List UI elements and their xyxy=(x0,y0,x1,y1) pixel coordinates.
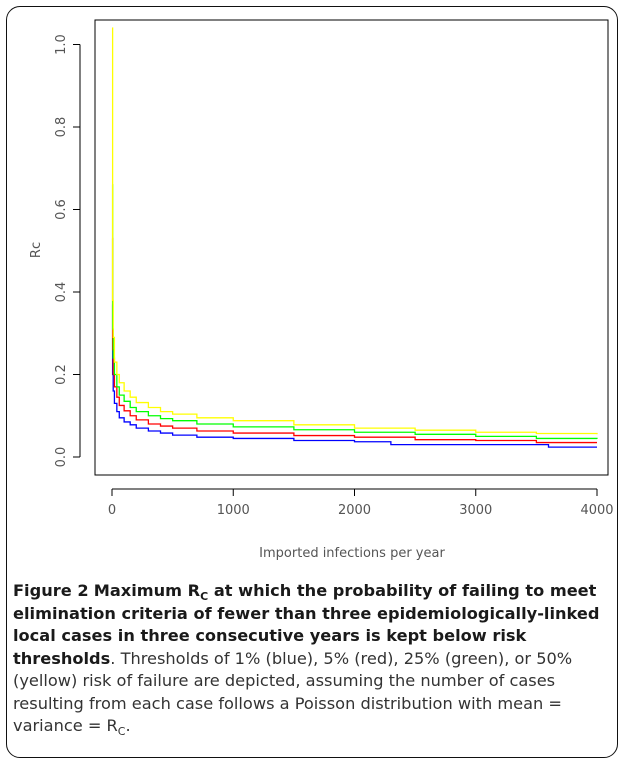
series-line-4 xyxy=(111,27,598,435)
figure-body-lead: . Thresholds of 1% (blue), 5% (red), 25%… xyxy=(13,648,573,736)
x-tick-label: 2000 xyxy=(338,503,371,518)
series-line-2 xyxy=(111,237,597,444)
x-tick-label: 1000 xyxy=(217,503,250,518)
x-axis-label: Imported infections per year xyxy=(259,546,445,561)
figure-caption: Figure 2 Maximum RC at which the probabi… xyxy=(13,580,611,738)
x-tick-label: 4000 xyxy=(580,503,613,518)
y-tick-label: 0.6 xyxy=(54,199,69,220)
figure-title: Maximum RC at which the probability of f… xyxy=(13,581,599,668)
figure-title-lead: Maximum R xyxy=(93,581,201,600)
figure-title-subscript: C xyxy=(200,590,209,604)
figure-label: Figure 2 xyxy=(13,581,89,600)
y-tick-label: 0.8 xyxy=(54,117,69,138)
line-chart: 0 1000 2000 3000 4000 0.0 0.2 0.4 0.6 0.8 1.0 Impo… xyxy=(29,19,614,561)
y-tick-label: 0.0 xyxy=(54,447,69,468)
plot-area-border xyxy=(94,19,609,476)
y-axis-label: Rc xyxy=(29,242,44,258)
y-tick-label: 0.4 xyxy=(54,282,69,303)
x-tick-label: 0 xyxy=(108,503,116,518)
figure-title-rest: at which the probability of failing to m… xyxy=(13,581,600,668)
figure-body-subscript: C xyxy=(117,725,126,739)
figure-body: . Thresholds of 1% (blue), 5% (red), 25%… xyxy=(13,648,573,739)
x-tick-label: 3000 xyxy=(459,503,492,518)
y-tick-label: 1.0 xyxy=(54,34,69,55)
series-line-3 xyxy=(111,184,598,440)
figure-body-end: . xyxy=(125,716,131,735)
figure-frame xyxy=(6,6,618,758)
y-tick-label: 0.2 xyxy=(54,364,69,385)
series-line-1 xyxy=(111,303,597,448)
